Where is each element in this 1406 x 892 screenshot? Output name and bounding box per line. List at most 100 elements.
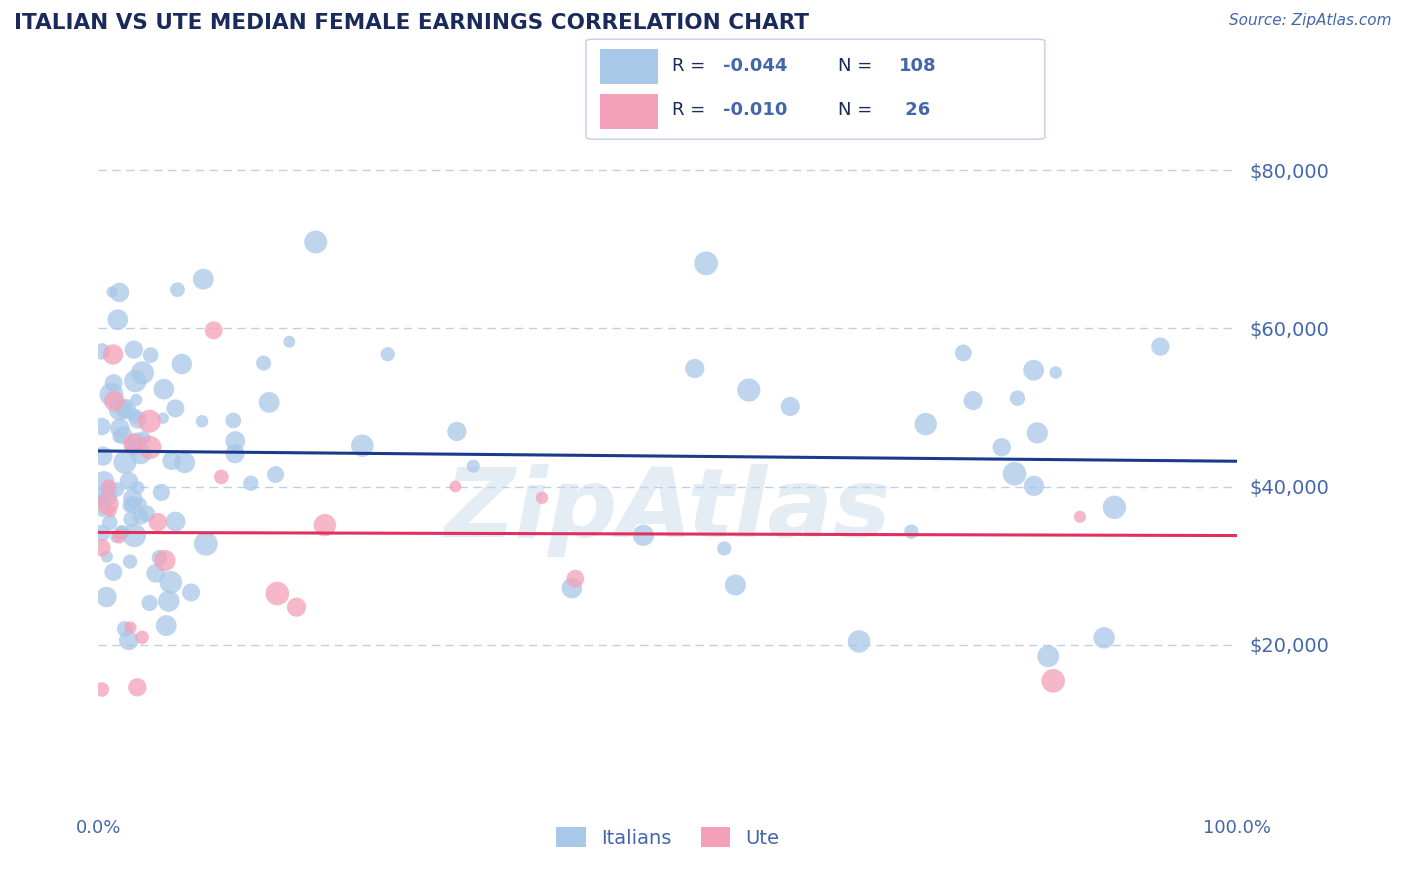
Text: ITALIAN VS UTE MEDIAN FEMALE EARNINGS CORRELATION CHART: ITALIAN VS UTE MEDIAN FEMALE EARNINGS CO… bbox=[14, 13, 808, 33]
Point bbox=[100, 504, 122, 518]
Text: 26: 26 bbox=[898, 102, 929, 120]
Point bbox=[129, 447, 152, 461]
Point bbox=[173, 456, 195, 470]
Point bbox=[962, 393, 984, 408]
Point bbox=[170, 357, 193, 371]
Point bbox=[202, 323, 225, 337]
Point bbox=[90, 344, 112, 359]
Point bbox=[125, 392, 148, 407]
Point bbox=[91, 449, 114, 463]
Point bbox=[103, 376, 125, 390]
Point bbox=[112, 401, 135, 416]
Point bbox=[1092, 631, 1115, 645]
Text: ZipAtlas: ZipAtlas bbox=[444, 464, 891, 557]
Point bbox=[122, 440, 145, 454]
Text: Source: ZipAtlas.com: Source: ZipAtlas.com bbox=[1229, 13, 1392, 29]
Point bbox=[129, 509, 152, 524]
Point bbox=[463, 459, 485, 474]
Point bbox=[138, 414, 160, 428]
Point bbox=[91, 502, 114, 516]
Point bbox=[103, 565, 125, 579]
Point bbox=[105, 483, 128, 497]
Point bbox=[97, 480, 120, 494]
Point bbox=[118, 499, 141, 513]
Text: -0.044: -0.044 bbox=[723, 57, 787, 75]
Point bbox=[157, 594, 180, 608]
Text: 108: 108 bbox=[898, 57, 936, 75]
FancyBboxPatch shape bbox=[586, 39, 1045, 139]
Point bbox=[108, 421, 131, 435]
Point bbox=[713, 541, 735, 556]
Point bbox=[264, 467, 287, 482]
Point bbox=[145, 566, 167, 581]
Point bbox=[1004, 467, 1026, 481]
Point bbox=[1045, 366, 1067, 380]
Point bbox=[253, 356, 276, 370]
Point bbox=[561, 581, 583, 595]
Point bbox=[1149, 340, 1171, 354]
Point bbox=[101, 285, 124, 299]
Point bbox=[1038, 649, 1060, 664]
Text: N =: N = bbox=[838, 57, 877, 75]
Point bbox=[1022, 479, 1045, 493]
Point bbox=[97, 497, 120, 511]
Point bbox=[96, 549, 118, 564]
Point bbox=[124, 528, 146, 542]
Point bbox=[129, 497, 152, 511]
Point bbox=[446, 425, 468, 439]
Point bbox=[148, 550, 170, 565]
Point bbox=[108, 285, 131, 300]
Point bbox=[266, 586, 288, 600]
Point bbox=[377, 347, 399, 361]
Point bbox=[103, 394, 125, 409]
Point bbox=[90, 419, 112, 434]
Point bbox=[139, 441, 162, 455]
Point bbox=[100, 387, 122, 401]
Point bbox=[153, 382, 176, 396]
Point bbox=[278, 334, 301, 349]
Point bbox=[90, 541, 112, 555]
Point bbox=[150, 485, 173, 500]
Point bbox=[131, 366, 153, 380]
Point bbox=[152, 411, 174, 425]
Point bbox=[224, 434, 246, 448]
Point bbox=[96, 590, 118, 604]
Point bbox=[564, 572, 586, 586]
Point bbox=[159, 575, 181, 590]
Point bbox=[122, 343, 145, 357]
Point bbox=[98, 516, 121, 530]
Point bbox=[120, 620, 142, 634]
Point bbox=[127, 412, 149, 426]
FancyBboxPatch shape bbox=[599, 49, 658, 85]
Point bbox=[166, 283, 188, 297]
Point bbox=[165, 515, 187, 529]
Text: R =: R = bbox=[672, 102, 710, 120]
Point bbox=[531, 491, 554, 505]
Point bbox=[160, 454, 183, 468]
Point bbox=[135, 507, 157, 521]
Point bbox=[127, 481, 149, 495]
Point bbox=[96, 489, 118, 503]
Point bbox=[305, 235, 328, 249]
Point bbox=[914, 417, 936, 431]
Point bbox=[110, 525, 132, 540]
Point bbox=[990, 440, 1012, 454]
Point bbox=[285, 600, 308, 615]
Text: N =: N = bbox=[838, 102, 877, 120]
Point bbox=[124, 409, 146, 423]
Point bbox=[239, 476, 262, 491]
Point bbox=[93, 475, 115, 489]
Point bbox=[114, 401, 136, 416]
Point bbox=[180, 585, 202, 599]
Point bbox=[314, 518, 336, 533]
Point bbox=[222, 413, 245, 427]
Point bbox=[165, 401, 187, 416]
Point bbox=[114, 455, 136, 469]
Point bbox=[224, 447, 246, 461]
Point bbox=[114, 622, 136, 636]
Point bbox=[191, 414, 214, 428]
Point bbox=[121, 498, 143, 512]
Point bbox=[118, 474, 141, 488]
Point bbox=[108, 402, 131, 417]
Point bbox=[122, 436, 145, 450]
